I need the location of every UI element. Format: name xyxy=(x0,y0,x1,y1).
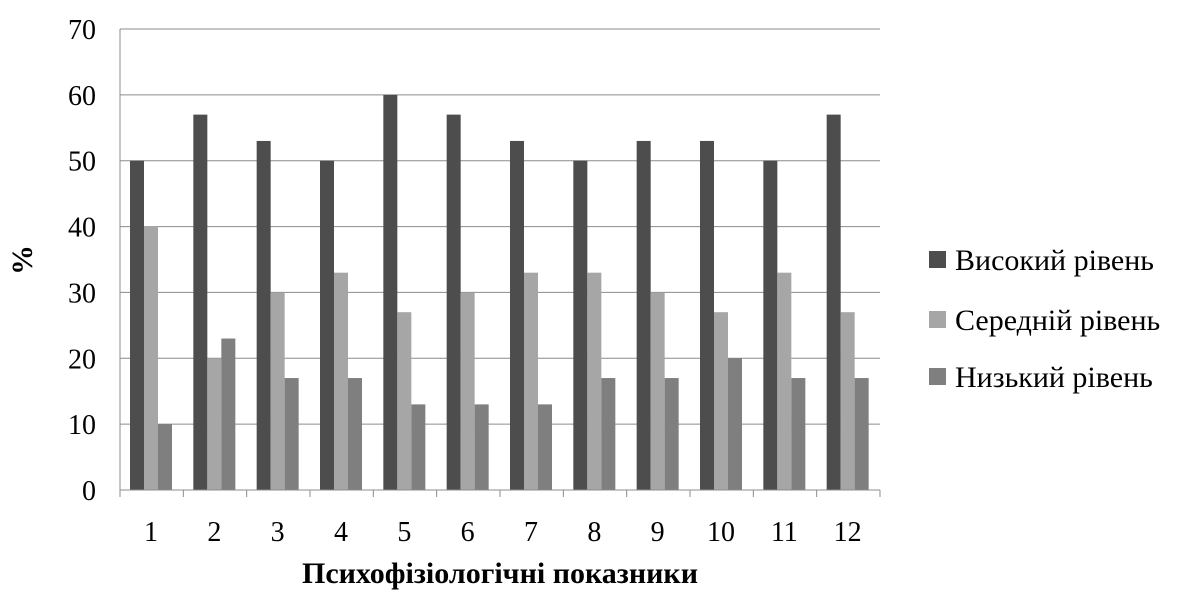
bar xyxy=(411,404,426,490)
bar xyxy=(538,404,552,490)
axes xyxy=(119,29,881,497)
bar xyxy=(826,114,841,490)
grid-lines xyxy=(120,28,880,425)
legend-label: Низький рівень xyxy=(955,361,1153,394)
y-tick-label: 30 xyxy=(68,278,96,309)
bar xyxy=(383,94,398,490)
bar xyxy=(320,160,334,490)
x-tick-labels: 1 2 3 4 5 6 7 8 9 10 11 12 xyxy=(144,517,862,548)
legend-label: Середній рівень xyxy=(955,304,1160,337)
bar xyxy=(144,226,158,491)
bar xyxy=(256,140,271,490)
bar xyxy=(728,358,742,490)
bar xyxy=(636,140,651,490)
bar xyxy=(587,272,602,490)
y-tick-label: 70 xyxy=(68,15,96,46)
y-tick-label: 0 xyxy=(82,476,96,507)
x-tick-label: 6 xyxy=(461,517,475,548)
y-tick-labels: 0 10 20 30 40 50 60 70 xyxy=(68,15,96,507)
x-tick-label: 11 xyxy=(771,517,798,548)
x-tick-label: 10 xyxy=(707,517,735,548)
x-tick-label: 1 xyxy=(144,517,158,548)
x-axis-title: Психофізіологічні показники xyxy=(302,557,698,590)
bar xyxy=(397,312,412,490)
bar xyxy=(474,404,489,490)
bar xyxy=(763,160,778,490)
bar xyxy=(460,292,475,490)
legend-swatch xyxy=(929,311,946,328)
bar xyxy=(573,160,588,490)
x-tick-label: 12 xyxy=(834,517,862,548)
y-tick-label: 50 xyxy=(68,147,96,178)
bar xyxy=(221,338,236,490)
x-tick-label: 4 xyxy=(334,517,348,548)
bar xyxy=(714,312,728,490)
x-tick-label: 2 xyxy=(207,517,221,548)
bar xyxy=(664,378,679,490)
bar xyxy=(777,272,792,490)
x-tick-label: 9 xyxy=(651,517,665,548)
bar xyxy=(524,272,538,490)
y-tick-label: 60 xyxy=(68,81,96,112)
y-tick-label: 40 xyxy=(68,213,96,244)
x-tick-label: 8 xyxy=(587,517,601,548)
bar xyxy=(446,114,461,490)
bar xyxy=(650,292,665,490)
bar xyxy=(791,378,806,490)
bar xyxy=(601,378,616,490)
bar xyxy=(510,140,524,490)
bar xyxy=(854,378,869,490)
y-axis-title: % xyxy=(6,245,39,275)
bar xyxy=(334,272,348,490)
bar xyxy=(348,378,362,490)
bar xyxy=(193,114,208,490)
legend: Високий рівень Середній рівень Низький рів… xyxy=(929,244,1160,394)
y-tick-label: 10 xyxy=(68,410,96,441)
bar xyxy=(840,312,855,490)
bar xyxy=(130,160,144,490)
legend-swatch xyxy=(929,368,946,385)
x-tick-label: 7 xyxy=(524,517,538,548)
legend-label: Високий рівень xyxy=(955,244,1154,277)
bar-group xyxy=(130,94,869,491)
legend-swatch xyxy=(929,251,946,268)
bar xyxy=(700,140,714,490)
x-tick-label: 3 xyxy=(271,517,285,548)
bar xyxy=(270,292,285,490)
bar xyxy=(207,358,222,490)
bar xyxy=(158,424,172,490)
bar xyxy=(284,378,299,490)
y-tick-label: 20 xyxy=(68,344,96,375)
x-tick-label: 5 xyxy=(397,517,411,548)
